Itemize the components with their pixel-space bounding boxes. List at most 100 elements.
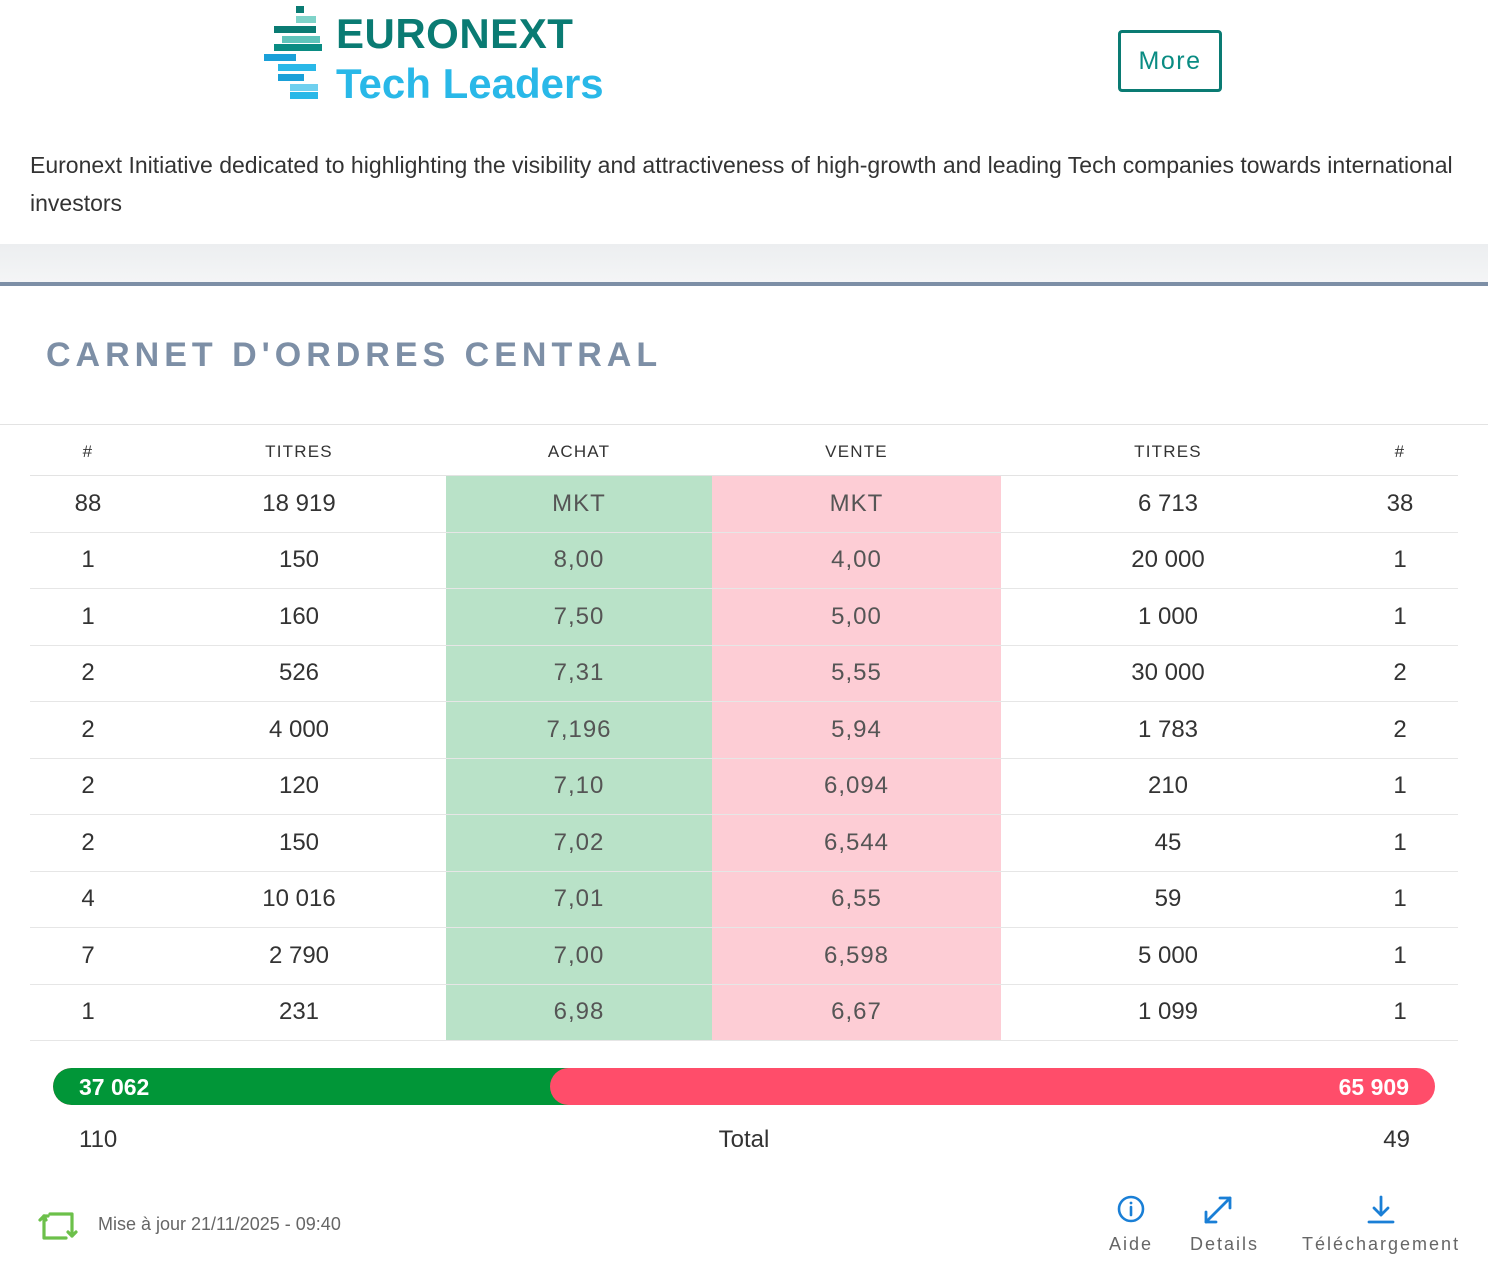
help-button[interactable]: Aide bbox=[1106, 1194, 1154, 1260]
sell-shares-cell: 1 099 bbox=[1137, 998, 1199, 1026]
table-row: 2 150 7,02 6,544 45 1 bbox=[30, 815, 1458, 872]
table-row: 2 120 7,10 6,094 210 1 bbox=[30, 758, 1458, 815]
sell-shares-cell: 6 713 bbox=[1137, 489, 1199, 517]
total-label: Total bbox=[718, 1126, 770, 1153]
table-row: 1 160 7,50 5,00 1 000 1 bbox=[30, 589, 1458, 646]
logo-mark-icon bbox=[264, 4, 324, 100]
ask-price-cell: 6,67 bbox=[712, 984, 1001, 1040]
order-book-table: # TITRES ACHAT VENTE TITRES # 88 18 919 MK… bbox=[30, 426, 1458, 1041]
totals-row: 110 Total 49 bbox=[0, 1124, 1488, 1156]
bid-price-cell: 7,10 bbox=[446, 758, 712, 814]
sell-count-cell: 2 bbox=[1393, 659, 1407, 687]
bid-price-cell: 7,50 bbox=[446, 589, 712, 645]
divider-band bbox=[0, 244, 1488, 282]
buy-shares-cell: 120 bbox=[278, 772, 320, 800]
sell-count-cell: 1 bbox=[1393, 998, 1407, 1026]
buy-count-cell: 2 bbox=[81, 659, 95, 687]
buy-count-cell: 1 bbox=[81, 602, 95, 630]
details-label: Details bbox=[1190, 1234, 1260, 1254]
bid-price-cell: 7,00 bbox=[446, 928, 712, 984]
bid-price-cell: 7,31 bbox=[446, 645, 712, 701]
buy-shares-cell: 18 919 bbox=[262, 489, 336, 517]
intro-text: Euronext Initiative dedicated to highlig… bbox=[30, 152, 1453, 216]
table-top-rule bbox=[0, 424, 1488, 425]
col-header-sell-shares: TITRES bbox=[1134, 442, 1202, 461]
buy-count-cell: 7 bbox=[81, 941, 95, 969]
buy-shares-cell: 10 016 bbox=[262, 885, 336, 913]
sell-count-cell: 1 bbox=[1393, 546, 1407, 574]
buy-shares-cell: 231 bbox=[278, 998, 320, 1026]
buy-shares-cell: 150 bbox=[278, 546, 320, 574]
sell-shares-cell: 30 000 bbox=[1131, 659, 1205, 687]
sell-volume-label: 65 909 bbox=[1338, 1074, 1409, 1100]
ask-price-cell: 4,00 bbox=[712, 532, 1001, 588]
sell-volume-fill bbox=[550, 1068, 588, 1105]
buy-count-cell: 2 bbox=[81, 715, 95, 743]
buy-shares-cell: 150 bbox=[278, 828, 320, 856]
ask-price-cell: 5,94 bbox=[712, 702, 1001, 758]
section-title: CARNET D'ORDRES CENTRAL bbox=[46, 336, 663, 374]
col-header-buy-count: # bbox=[82, 442, 94, 461]
divider-rule bbox=[0, 282, 1488, 286]
buy-shares-cell: 526 bbox=[278, 659, 320, 687]
ask-price-cell: 5,55 bbox=[712, 645, 1001, 701]
ask-price-cell: MKT bbox=[712, 476, 1001, 532]
col-header-sell-count: # bbox=[1394, 442, 1406, 461]
sell-count-cell: 1 bbox=[1393, 885, 1407, 913]
sell-shares-cell: 20 000 bbox=[1131, 546, 1205, 574]
bid-price-cell: MKT bbox=[446, 476, 712, 532]
sell-shares-cell: 45 bbox=[1154, 828, 1182, 856]
col-header-buy-shares: TITRES bbox=[265, 442, 333, 461]
buy-count-cell: 1 bbox=[81, 546, 95, 574]
buy-shares-cell: 2 790 bbox=[268, 941, 330, 969]
buy-volume-label: 37 062 bbox=[79, 1074, 150, 1100]
ask-price-cell: 6,544 bbox=[712, 815, 1001, 871]
more-button[interactable]: More bbox=[1118, 30, 1222, 92]
total-buy-orders: 110 bbox=[79, 1126, 118, 1153]
sell-count-cell: 2 bbox=[1393, 715, 1407, 743]
table-row: 4 10 016 7,01 6,55 59 1 bbox=[30, 871, 1458, 928]
volume-balance-bar: 37 062 65 909 bbox=[53, 1068, 1435, 1105]
ask-price-cell: 6,094 bbox=[712, 758, 1001, 814]
sell-count-cell: 1 bbox=[1393, 828, 1407, 856]
sell-count-cell: 1 bbox=[1393, 772, 1407, 800]
logo-text-tech-leaders: Tech Leaders bbox=[336, 60, 604, 107]
refresh-icon[interactable] bbox=[38, 1206, 78, 1246]
ask-price-cell: 5,00 bbox=[712, 589, 1001, 645]
download-button[interactable]: Téléchargement bbox=[1302, 1194, 1462, 1260]
last-updated-text: Mise à jour 21/11/2025 - 09:40 bbox=[98, 1214, 341, 1234]
total-sell-orders: 49 bbox=[1383, 1126, 1410, 1153]
bid-price-cell: 8,00 bbox=[446, 532, 712, 588]
order-book-body: 88 18 919 MKT MKT 6 713 38 1 150 8,00 4,00 20 000 1… bbox=[30, 476, 1458, 1041]
sell-count-cell: 38 bbox=[1386, 489, 1414, 517]
buy-count-cell: 88 bbox=[74, 489, 102, 517]
table-row: 1 150 8,00 4,00 20 000 1 bbox=[30, 532, 1458, 589]
sell-count-cell: 1 bbox=[1393, 602, 1407, 630]
table-row: 2 4 000 7,196 5,94 1 783 2 bbox=[30, 702, 1458, 759]
bid-price-cell: 7,02 bbox=[446, 815, 712, 871]
euronext-tech-leaders-logo[interactable]: EURONEXT Tech Leaders bbox=[264, 4, 604, 107]
table-row: 1 231 6,98 6,67 1 099 1 bbox=[30, 984, 1458, 1041]
expand-icon bbox=[1204, 1196, 1232, 1224]
details-button[interactable]: Details bbox=[1188, 1194, 1257, 1260]
logo-text-euronext: EURONEXT bbox=[336, 10, 574, 57]
buy-shares-cell: 4 000 bbox=[268, 715, 330, 743]
info-icon bbox=[1117, 1195, 1145, 1223]
buy-count-cell: 2 bbox=[81, 772, 95, 800]
sell-count-cell: 1 bbox=[1393, 941, 1407, 969]
sell-shares-cell: 210 bbox=[1147, 772, 1189, 800]
bid-price-cell: 6,98 bbox=[446, 984, 712, 1040]
bid-price-cell: 7,196 bbox=[446, 702, 712, 758]
sell-shares-cell: 1 783 bbox=[1137, 715, 1199, 743]
sell-shares-cell: 1 000 bbox=[1137, 602, 1199, 630]
buy-volume-fill bbox=[53, 1068, 570, 1105]
table-row: 88 18 919 MKT MKT 6 713 38 bbox=[30, 476, 1458, 533]
buy-count-cell: 2 bbox=[81, 828, 95, 856]
buy-count-cell: 4 bbox=[81, 885, 95, 913]
download-icon bbox=[1367, 1195, 1395, 1224]
table-row: 2 526 7,31 5,55 30 000 2 bbox=[30, 645, 1458, 702]
sell-shares-cell: 59 bbox=[1154, 885, 1182, 913]
download-label: Téléchargement bbox=[1302, 1234, 1461, 1254]
bid-price-cell: 7,01 bbox=[446, 871, 712, 927]
table-row: 7 2 790 7,00 6,598 5 000 1 bbox=[30, 928, 1458, 985]
